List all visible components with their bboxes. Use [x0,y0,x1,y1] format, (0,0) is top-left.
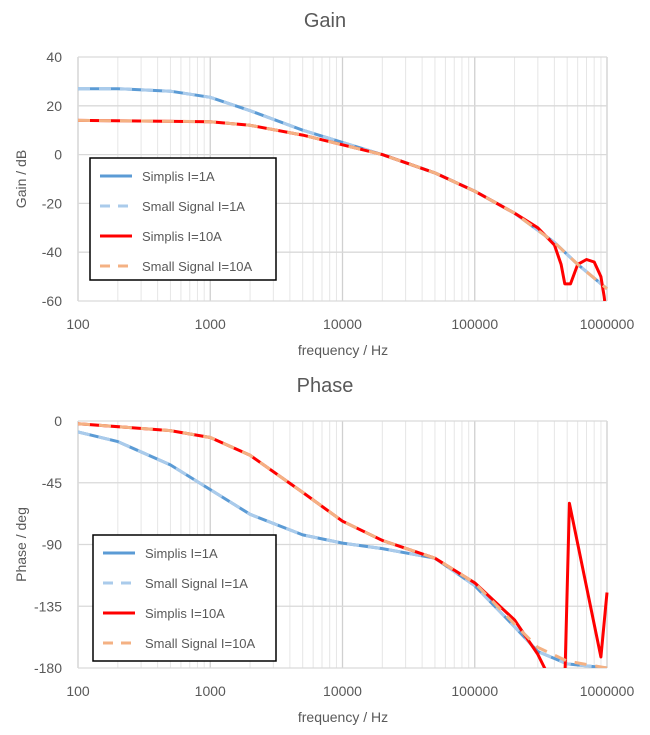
series-group [78,87,608,301]
chart-title: Gain [304,10,346,32]
x-axis-label: frequency / Hz [298,342,388,358]
x-tick-label: 1000 [195,316,226,332]
y-axis-label: Phase / deg [13,507,29,582]
x-tick-label: 10000 [323,316,362,332]
series-group [78,422,609,668]
legend-label: Simplis I=1A [142,169,215,184]
y-tick-label: -45 [42,475,62,491]
y-tick-label: -180 [34,660,62,676]
y-tick-label: -40 [42,244,62,260]
legend-label: Small Signal I=10A [142,259,253,274]
legend: Simplis I=1A Small Signal I=1A Simplis I=1… [89,157,277,281]
y-tick-label: 20 [46,98,62,114]
legend-label: Small Signal I=10A [145,636,256,651]
y-tick-label: -135 [34,598,62,614]
chart-1: 100 1000 10000 100000 1000000 0 -45 -90 -135 -180… [13,375,634,725]
legend: Simplis I=1A Small Signal I=1A Simplis I=1… [92,534,277,662]
y-axis-label: Gain / dB [13,150,29,208]
x-tick-label: 100000 [451,316,498,332]
y-tick-label: -90 [42,537,62,553]
legend-box [92,534,277,662]
series-line [78,430,608,668]
y-tick-label: -20 [42,195,62,211]
y-tick-label: 40 [46,49,62,65]
series-line [78,118,608,290]
legend-label: Small Signal I=1A [145,576,248,591]
x-tick-label: 10000 [323,683,362,699]
legend-box [89,157,277,281]
x-tick-label: 1000000 [580,683,635,699]
x-tick-label: 100000 [451,683,498,699]
y-tick-label: 0 [54,147,62,163]
x-axis-label: frequency / Hz [298,709,388,725]
series-line [78,422,608,668]
chart-title: Phase [297,375,354,397]
legend-label: Small Signal I=1A [142,199,245,214]
legend-label: Simplis I=10A [145,606,225,621]
y-tick-label: 0 [54,413,62,429]
legend-label: Simplis I=10A [142,229,222,244]
x-tick-label: 100 [66,683,90,699]
x-tick-label: 1000000 [580,316,635,332]
y-tick-label: -60 [42,293,62,309]
x-tick-label: 1000 [195,683,226,699]
x-tick-label: 100 [66,316,90,332]
chart-0: 100 1000 10000 100000 1000000 40 20 0 -20 -40 -60 G… [13,10,634,358]
legend-label: Simplis I=1A [145,546,218,561]
